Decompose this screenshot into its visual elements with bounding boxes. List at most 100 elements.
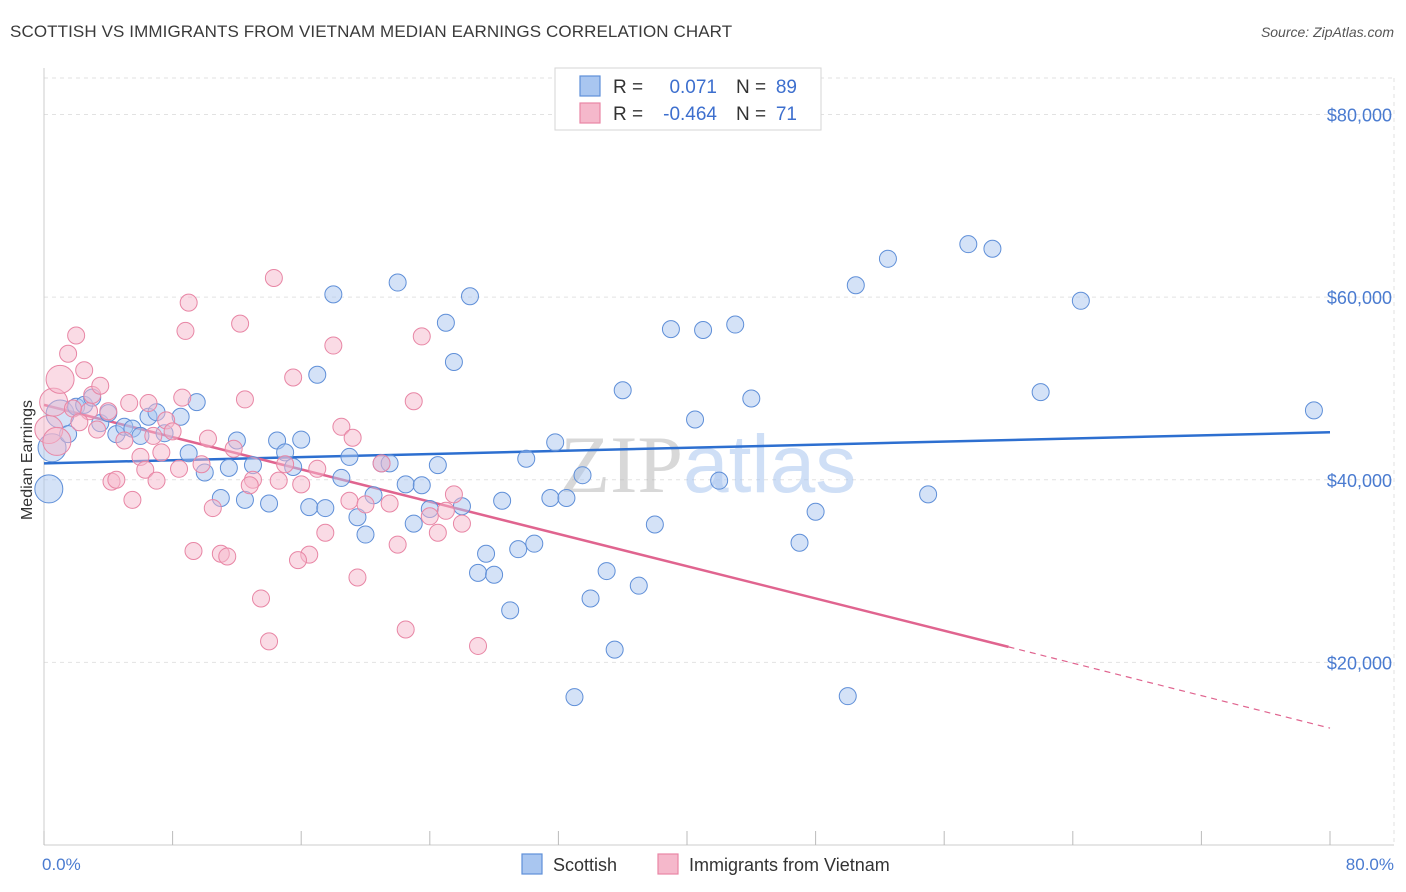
point-scottish-85 bbox=[1071, 291, 1090, 310]
correlation-legend: R = 0.071 N = 89 R = -0.464 N = 71 bbox=[554, 67, 822, 131]
point-vietnam-59 bbox=[436, 501, 455, 520]
point-scottish-77 bbox=[806, 502, 825, 521]
point-vietnam-66 bbox=[144, 426, 163, 445]
point-scottish-35 bbox=[340, 447, 359, 466]
point-vietnam-53 bbox=[388, 535, 407, 554]
point-vietnam-62 bbox=[469, 636, 488, 655]
series-legend-vietnam: Immigrants from Vietnam bbox=[689, 855, 890, 875]
point-scottish-56 bbox=[509, 540, 528, 559]
point-vietnam-29 bbox=[203, 499, 222, 518]
point-vietnam-24 bbox=[176, 321, 195, 340]
point-vietnam-50 bbox=[356, 495, 375, 514]
point-scottish-33 bbox=[324, 285, 343, 304]
point-scottish-79 bbox=[846, 276, 865, 295]
point-vietnam-45 bbox=[316, 523, 335, 542]
point-vietnam-32 bbox=[224, 439, 243, 458]
point-vietnam-15 bbox=[123, 490, 142, 509]
point-scottish-63 bbox=[573, 466, 592, 485]
point-scottish-44 bbox=[412, 476, 431, 495]
point-vietnam-2 bbox=[45, 364, 75, 394]
point-scottish-65 bbox=[597, 562, 616, 581]
point-vietnam-56 bbox=[412, 327, 431, 346]
point-scottish-17 bbox=[179, 444, 198, 463]
point-vietnam-46 bbox=[324, 336, 343, 355]
point-scottish-25 bbox=[260, 494, 279, 513]
point-scottish-78 bbox=[838, 687, 857, 706]
point-vietnam-67 bbox=[173, 388, 192, 407]
point-scottish-67 bbox=[613, 381, 632, 400]
point-scottish-31 bbox=[308, 365, 327, 384]
point-scottish-57 bbox=[517, 449, 536, 468]
point-scottish-74 bbox=[726, 315, 745, 334]
point-vietnam-31 bbox=[218, 547, 237, 566]
point-scottish-83 bbox=[983, 239, 1002, 258]
point-vietnam-25 bbox=[179, 293, 198, 312]
point-scottish-75 bbox=[742, 389, 761, 408]
point-vietnam-63 bbox=[42, 426, 72, 456]
point-vietnam-61 bbox=[452, 514, 471, 533]
point-vietnam-27 bbox=[192, 455, 211, 474]
point-vietnam-8 bbox=[88, 420, 107, 439]
point-vietnam-20 bbox=[152, 443, 171, 462]
point-vietnam-48 bbox=[340, 491, 359, 510]
point-vietnam-60 bbox=[444, 485, 463, 504]
point-scottish-46 bbox=[428, 456, 447, 475]
legend-r2-value: -0.464 bbox=[663, 104, 717, 125]
point-vietnam-69 bbox=[288, 551, 307, 570]
point-scottish-0 bbox=[34, 474, 64, 504]
point-scottish-64 bbox=[581, 589, 600, 608]
point-scottish-80 bbox=[878, 249, 897, 268]
legend-r1-label: R = bbox=[613, 77, 643, 98]
legend-swatch-scottish bbox=[579, 75, 601, 97]
series-legend-scottish: Scottish bbox=[553, 855, 617, 875]
legend-r2-label: R = bbox=[613, 104, 643, 125]
point-vietnam-70 bbox=[343, 428, 362, 447]
point-vietnam-14 bbox=[120, 394, 139, 413]
point-scottish-50 bbox=[460, 287, 479, 306]
point-scottish-48 bbox=[444, 352, 463, 371]
point-vietnam-39 bbox=[269, 471, 288, 490]
point-vietnam-38 bbox=[264, 268, 283, 287]
watermark-atlas: atlas bbox=[683, 419, 856, 510]
point-scottish-68 bbox=[629, 576, 648, 595]
y-axis-label: Median Earnings bbox=[19, 400, 36, 520]
point-vietnam-26 bbox=[184, 541, 203, 560]
watermark: ZIPatlas bbox=[560, 419, 856, 510]
point-scottish-53 bbox=[485, 565, 504, 584]
point-scottish-52 bbox=[477, 544, 496, 563]
point-vietnam-19 bbox=[147, 471, 166, 490]
point-vietnam-34 bbox=[235, 390, 254, 409]
point-vietnam-13 bbox=[115, 431, 134, 450]
point-scottish-34 bbox=[332, 468, 351, 487]
legend-n1-value: 89 bbox=[776, 77, 797, 98]
point-scottish-61 bbox=[557, 489, 576, 508]
point-vietnam-18 bbox=[139, 394, 158, 413]
point-scottish-41 bbox=[388, 273, 407, 292]
point-vietnam-28 bbox=[198, 429, 217, 448]
point-scottish-58 bbox=[525, 534, 544, 553]
point-scottish-21 bbox=[219, 458, 238, 477]
point-vietnam-22 bbox=[163, 422, 182, 441]
point-scottish-76 bbox=[790, 533, 809, 552]
point-scottish-37 bbox=[356, 525, 375, 544]
point-scottish-71 bbox=[686, 410, 705, 429]
point-vietnam-41 bbox=[284, 368, 303, 387]
legend-swatch-vietnam bbox=[579, 102, 601, 124]
chart-source: Source: ZipAtlas.com bbox=[1260, 24, 1394, 40]
legend-r1-value: 0.071 bbox=[669, 77, 717, 98]
point-vietnam-68 bbox=[240, 476, 259, 495]
point-scottish-36 bbox=[348, 508, 367, 527]
point-vietnam-10 bbox=[99, 402, 118, 421]
y-tick-label-0: $20,000 bbox=[1327, 653, 1392, 673]
point-vietnam-33 bbox=[231, 314, 250, 333]
point-vietnam-49 bbox=[348, 568, 367, 587]
trendline-vietnam-extension bbox=[1008, 646, 1331, 729]
point-vietnam-4 bbox=[67, 326, 86, 345]
point-scottish-70 bbox=[661, 320, 680, 339]
point-scottish-32 bbox=[316, 499, 335, 518]
tick-labels: $20,000 $40,000 $60,000 $80,000 0.0% 80.0% bbox=[42, 106, 1394, 874]
point-vietnam-23 bbox=[170, 459, 189, 478]
chart-title: SCOTTISH VS IMMIGRANTS FROM VIETNAM MEDI… bbox=[10, 22, 733, 41]
y-tick-label-3: $80,000 bbox=[1327, 106, 1392, 126]
